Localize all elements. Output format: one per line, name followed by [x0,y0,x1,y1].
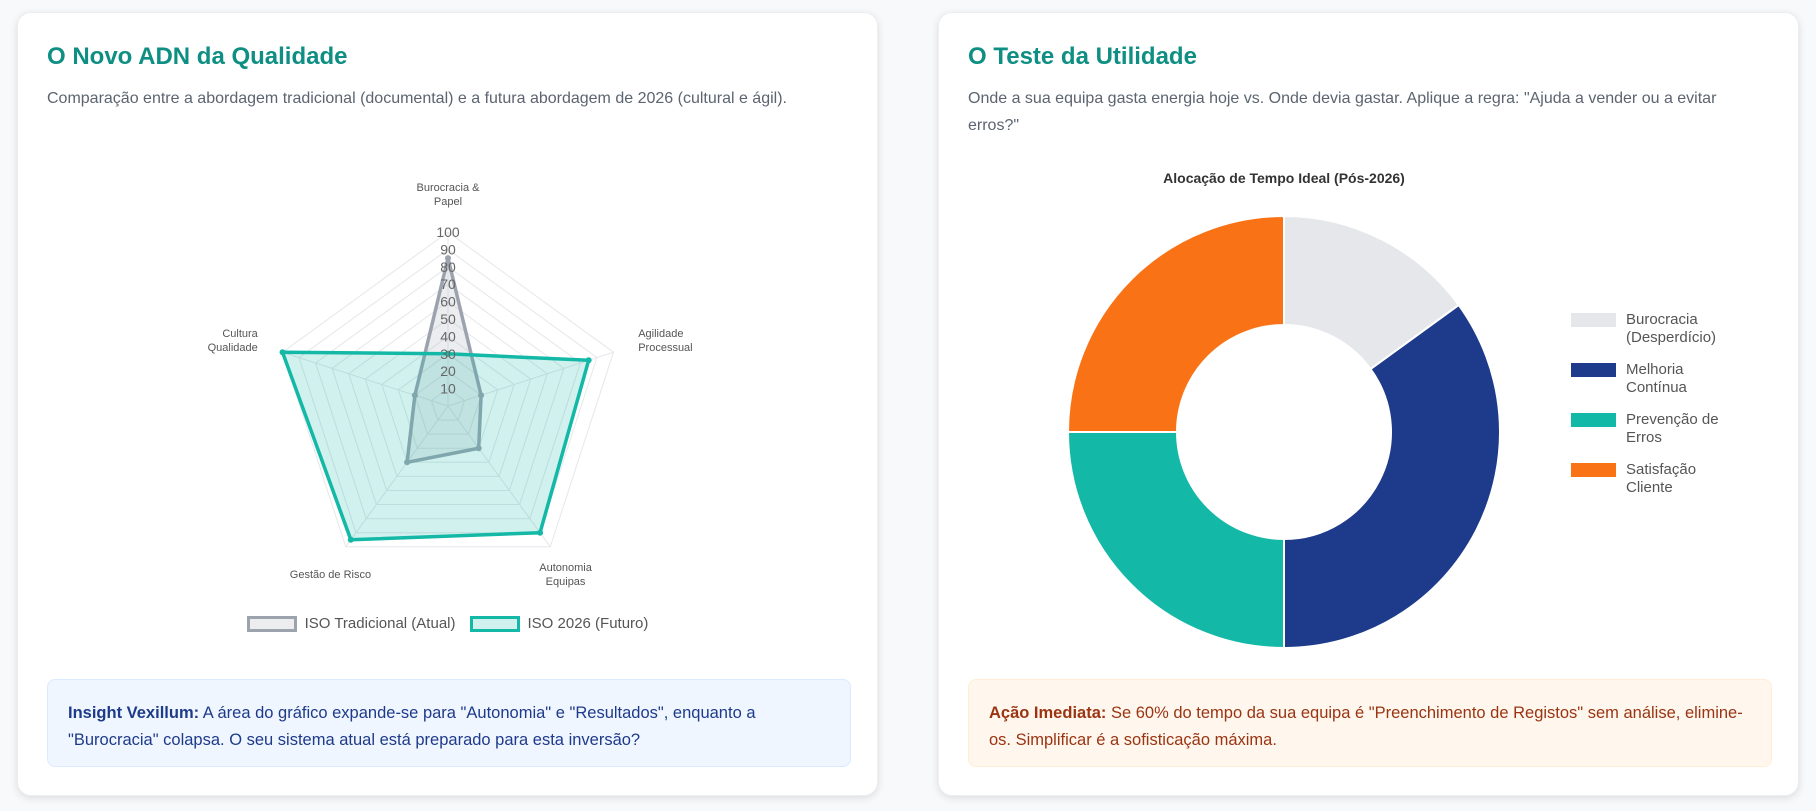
legend-label: Satisfação Cliente [1626,461,1696,496]
point [475,445,482,452]
axis-label-line: Gestão de Risco [290,569,371,581]
action-label: Ação Imediata: [989,704,1107,722]
legend-swatch [1571,463,1616,477]
point [279,349,286,356]
card: O Novo ADN da Qualidade Comparação entre… [17,12,878,796]
legend-label-line: Erros [1626,429,1662,446]
legend: ISO Tradicional (Atual) ISO 2026 (Futuro) [18,615,877,632]
insight-label: Insight Vexillum: [68,704,200,722]
tick-label: 90 [440,241,456,257]
axis-label: Autonomia Equipas [539,562,592,588]
legend-label: Burocracia (Desperdício) [1626,311,1716,346]
axis-label-line: Qualidade [208,342,258,354]
tick-label: 100 [436,224,460,240]
grid-ring [364,318,532,477]
grid-ring [281,231,615,548]
axis-label-line: Papel [434,196,462,208]
point [537,529,544,536]
grid-ring [348,300,548,491]
tick-label: 50 [440,311,456,327]
series-area [280,350,591,542]
legend-label-line: Prevenção de [1626,411,1719,428]
legend-label-line: Melhoria [1626,361,1684,378]
spoke [345,405,449,548]
tick-label: 20 [440,363,456,379]
point [445,350,451,357]
axis-label-line: Agilidade [638,328,683,340]
point [445,255,451,262]
legend-label-line: Burocracia [1626,311,1698,328]
legend-label-line: Satisfação [1626,461,1696,478]
axis-label: Gestão de Risco [290,569,371,581]
legend-swatch [246,615,297,632]
axis-label: Burocracia & Papel [417,182,481,208]
insight-box: Insight Vexillum: A área do gráfico expa… [47,679,851,767]
axis-label-line: Autonomia [539,562,592,574]
tick-label: 70 [440,276,456,292]
doughnut-chart: Alocação de Tempo Ideal (Pós-2026) Burocr… [1066,170,1719,650]
grid-ring [397,353,499,449]
grid-ring [381,335,515,463]
legend-label: ISO Tradicional (Atual) [304,615,456,632]
axis-label: Cultura Qualidade [208,328,259,354]
card-subtitle: Onde a sua equipa gasta energia hoje vs.… [968,90,1717,134]
action-text: Se 60% do tempo da sua equipa é "Preench… [989,704,1743,749]
doughnut-slice [1283,214,1461,371]
legend-swatch [1571,363,1616,377]
legend-item[interactable]: ISO Tradicional (Atual) [246,615,456,632]
tick-label: 10 [440,381,456,397]
doughnut-slice [1066,214,1285,433]
axis-label-line: Equipas [546,576,586,588]
legend-label-line: Contínua [1626,379,1688,396]
legend-swatch [469,615,520,632]
spoke [447,405,551,548]
legend-swatch [1571,313,1616,327]
card-subtitle: Comparação entre a abordagem tradicional… [47,90,787,107]
grid-ring [414,370,482,435]
point [411,392,418,399]
legend-label-line: (Desperdício) [1626,329,1716,346]
grid-ring [430,387,466,421]
tick-label: 30 [440,346,456,362]
point [585,357,592,364]
tick-label: 60 [440,294,456,310]
axis-label-line: Processual [638,342,692,354]
point [478,392,485,399]
legend-label: Melhoria Contínua [1626,361,1688,396]
doughnut-slice [1283,303,1501,650]
grid-ring [298,248,598,534]
grid-ring [315,266,581,520]
chart-title: Alocação de Tempo Ideal (Pós-2026) [1163,170,1405,186]
axis-label: Agilidade Processual [638,328,692,354]
insight-text: A área do gráfico expande-se para "Auton… [68,704,756,749]
card: O Teste da Utilidade Onde a sua equipa g… [938,12,1799,796]
tick-label: 40 [440,328,456,344]
axis-label-line: Burocracia & [417,182,481,194]
doughnut-slice [1066,431,1285,650]
legend-item[interactable]: ISO 2026 (Futuro) [469,615,649,632]
axis-label-line: Cultura [222,328,258,340]
series-area [405,256,483,465]
legend-label: ISO 2026 (Futuro) [527,615,649,632]
legend-swatch [1571,413,1616,427]
legend-label-line: Cliente [1626,479,1673,496]
action-box: Ação Imediata: Se 60% do tempo da sua eq… [968,679,1772,767]
legend-label: Prevenção de Erros [1626,411,1719,446]
point [404,459,411,466]
card-title: O Teste da Utilidade [968,43,1197,70]
spoke [282,351,449,407]
point [347,536,354,543]
radar-chart: Burocracia & Papel Agilidade Processual Auto… [208,182,693,588]
card-title: O Novo ADN da Qualidade [47,43,348,70]
tick-label: 80 [440,259,456,275]
